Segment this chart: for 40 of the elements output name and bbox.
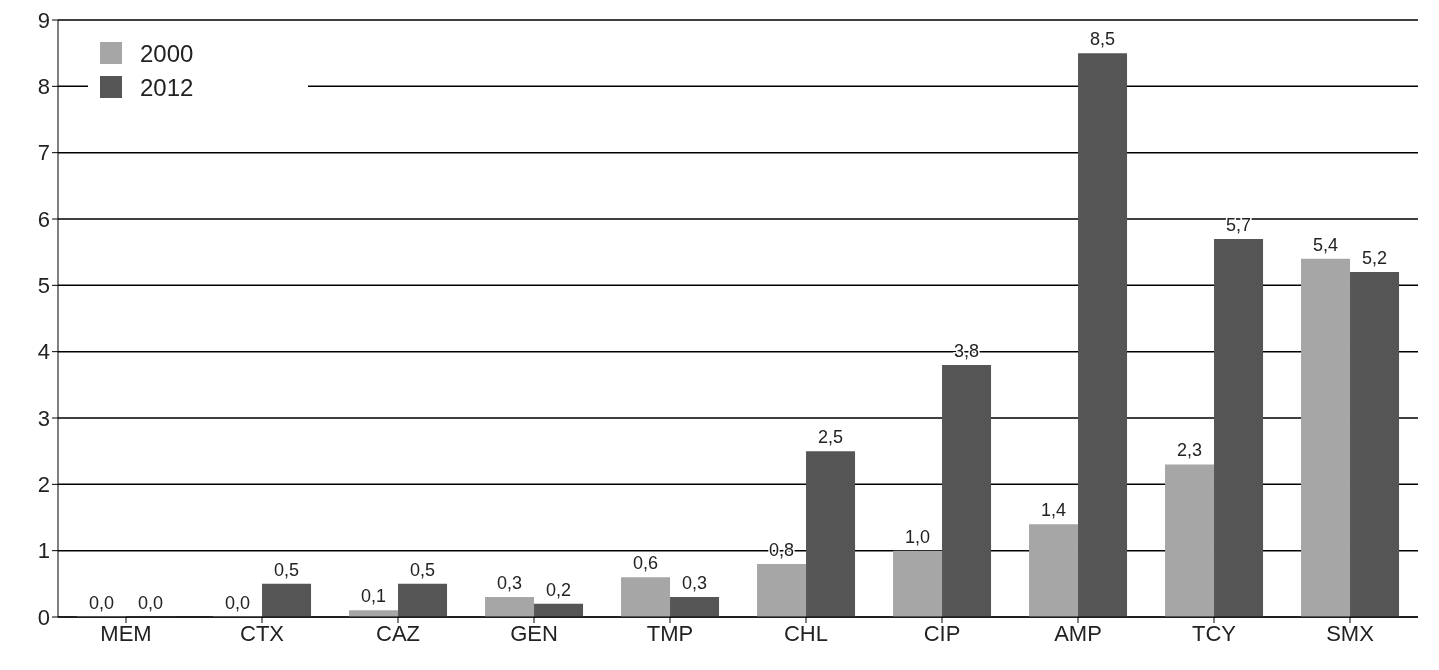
data-label: 1,0 [905, 526, 931, 547]
data-label: 0,3 [681, 573, 707, 594]
y-tick-label: 3 [37, 405, 50, 431]
x-tick-label: TMP [646, 620, 694, 646]
data-label: 0,3 [497, 573, 523, 594]
y-tick-label: 4 [37, 339, 50, 365]
legend-label: 2000 [140, 40, 194, 67]
x-tick-label: SMX [1326, 620, 1375, 646]
y-tick-label: 8 [37, 74, 50, 100]
data-label: 2,5 [817, 427, 843, 448]
data-label: 1,4 [1041, 500, 1067, 521]
y-tick-label: 1 [37, 538, 50, 564]
data-label: 5,4 [1313, 234, 1339, 255]
data-label: 2,3 [1177, 440, 1203, 461]
data-label: 0,2 [545, 579, 571, 600]
x-tick-label: MEM [100, 620, 152, 646]
x-tick-label: CIP [923, 620, 961, 646]
y-tick-label: 2 [37, 472, 50, 498]
y-tick-label: 7 [37, 140, 50, 166]
x-tick-label: AMP [1054, 620, 1102, 646]
x-tick-label: TCY [1192, 620, 1237, 646]
data-label: 0,0 [225, 593, 251, 613]
legend-label: 2012 [140, 74, 194, 101]
data-label: 0,5 [409, 559, 435, 580]
x-tick-label: GEN [510, 620, 558, 646]
data-label: 0,1 [361, 586, 387, 607]
data-label: 5,7 [1225, 214, 1251, 235]
y-tick-label: 0 [37, 604, 50, 630]
data-label: 0,6 [633, 553, 659, 574]
data-label: 5,2 [1361, 248, 1387, 269]
y-tick-label: 5 [37, 273, 50, 299]
x-tick-label: CTX [240, 620, 285, 646]
data-label: 8,5 [1089, 29, 1115, 50]
y-tick-label: 6 [37, 206, 50, 232]
x-tick-label: CHL [783, 620, 829, 646]
data-label: 0,0 [137, 593, 163, 613]
y-tick-label: 9 [37, 7, 50, 33]
data-label: 0,0 [89, 593, 115, 613]
data-label: 0,5 [273, 559, 299, 580]
x-tick-label: CAZ [376, 620, 420, 646]
